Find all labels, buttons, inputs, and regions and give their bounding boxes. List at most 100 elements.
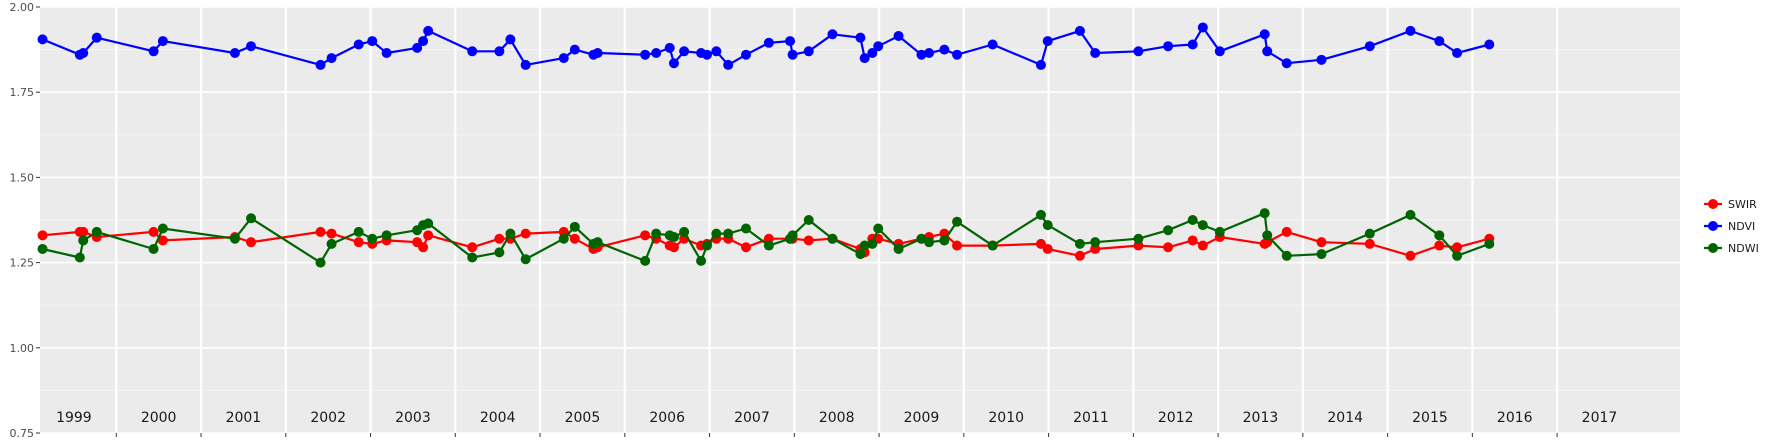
data-point-swir — [494, 233, 505, 244]
year-label-2006: 2006 — [649, 410, 685, 426]
data-point-ndwi — [78, 235, 89, 246]
data-point-ndwi — [74, 252, 85, 263]
data-point-ndvi — [37, 34, 48, 45]
data-point-ndwi — [787, 230, 798, 241]
year-label-2014: 2014 — [1327, 410, 1363, 426]
year-label-2016: 2016 — [1497, 410, 1533, 426]
data-point-ndvi — [1262, 46, 1273, 57]
data-point-ndwi — [763, 240, 774, 251]
data-point-swir — [326, 228, 337, 239]
year-label-2003: 2003 — [395, 410, 431, 426]
data-point-ndwi — [803, 215, 814, 225]
data-point-ndvi — [353, 39, 364, 50]
data-point-swir — [78, 226, 89, 237]
data-point-ndwi — [939, 235, 950, 246]
data-point-ndwi — [916, 233, 927, 244]
data-point-ndvi — [803, 46, 814, 57]
y-tick-label: 2.00 — [10, 1, 35, 14]
data-point-swir — [1163, 242, 1174, 253]
data-point-ndwi — [1042, 220, 1053, 231]
year-label-2010: 2010 — [988, 410, 1024, 426]
data-point-ndvi — [1364, 41, 1375, 52]
major-gridlines — [40, 6, 1680, 434]
data-point-swir — [467, 242, 478, 253]
year-label-2002: 2002 — [310, 410, 346, 426]
legend-label-swir: SWIR — [1728, 198, 1757, 211]
year-label-2004: 2004 — [480, 410, 516, 426]
data-point-swir — [353, 237, 364, 248]
data-point-ndvi — [916, 49, 927, 60]
data-point-swir — [1187, 235, 1198, 246]
data-point-ndwi — [229, 233, 240, 244]
data-point-ndwi — [326, 238, 337, 249]
data-point-ndwi — [723, 228, 734, 239]
data-point-ndvi — [952, 49, 963, 60]
data-point-ndvi — [664, 42, 675, 53]
data-point-ndwi — [423, 218, 434, 229]
year-label-2011: 2011 — [1073, 410, 1109, 426]
data-point-ndwi — [1259, 208, 1270, 219]
data-point-ndwi — [1074, 238, 1085, 249]
data-point-ndvi — [787, 49, 798, 60]
data-point-ndvi — [702, 49, 713, 60]
data-point-ndvi — [679, 46, 690, 57]
data-point-ndvi — [827, 29, 838, 40]
data-point-swir — [569, 233, 580, 244]
data-point-ndvi — [315, 59, 326, 70]
data-point-ndvi — [723, 59, 734, 70]
data-point-ndvi — [467, 46, 478, 57]
data-point-ndvi — [494, 46, 505, 57]
data-point-ndwi — [1434, 230, 1445, 241]
data-point-swir — [157, 235, 168, 246]
data-point-ndvi — [592, 48, 603, 59]
data-point-ndvi — [1074, 25, 1085, 36]
year-label-1999: 1999 — [56, 410, 92, 426]
minor-gridlines — [40, 49, 1680, 391]
data-point-ndvi — [1259, 29, 1270, 40]
data-point-ndwi — [1187, 215, 1198, 225]
data-point-ndwi — [467, 252, 478, 263]
data-point-ndwi — [381, 230, 392, 241]
data-point-ndwi — [702, 240, 713, 251]
data-point-ndvi — [1484, 39, 1495, 50]
year-label-2007: 2007 — [734, 410, 770, 426]
year-labels: 1999 2000 2001 2002 2003 2004 2005 2006 2007 2008… — [56, 410, 1617, 426]
data-point-ndwi — [924, 237, 935, 248]
legend-label-ndwi: NDWI — [1728, 242, 1759, 255]
data-point-ndwi — [711, 228, 722, 239]
data-point-swir — [1405, 250, 1416, 261]
year-label-2013: 2013 — [1243, 410, 1279, 426]
data-point-ndvi — [505, 34, 516, 45]
data-point-ndvi — [1405, 25, 1416, 36]
data-point-ndvi — [558, 53, 569, 64]
data-point-ndvi — [1090, 48, 1101, 59]
data-point-ndwi — [855, 249, 866, 260]
year-label-2017: 2017 — [1582, 410, 1618, 426]
data-point-ndvi — [1316, 54, 1327, 65]
legend-key-point-ndwi — [1708, 243, 1718, 253]
data-point-ndvi — [1133, 46, 1144, 57]
y-tick-label: 1.75 — [10, 86, 35, 99]
y-tick-label: 0.75 — [10, 427, 35, 440]
data-point-swir — [246, 237, 257, 248]
y-axis: 0.75 1.00 1.25 1.50 1.75 2.00 — [10, 1, 40, 440]
data-point-ndwi — [893, 243, 904, 254]
data-point-ndwi — [1163, 225, 1174, 236]
data-point-ndwi — [353, 226, 364, 237]
data-point-ndvi — [939, 44, 950, 55]
data-point-ndvi — [987, 39, 998, 50]
data-point-ndvi — [418, 36, 429, 47]
data-point-ndvi — [246, 41, 257, 52]
data-point-swir — [1281, 226, 1292, 237]
data-point-ndvi — [1187, 39, 1198, 50]
data-point-swir — [520, 228, 531, 239]
legend-key-point-swir — [1708, 199, 1718, 209]
data-point-swir — [1042, 243, 1053, 254]
data-point-ndwi — [494, 247, 505, 258]
data-point-ndvi — [1281, 58, 1292, 69]
data-point-ndvi — [91, 32, 102, 43]
data-point-ndwi — [367, 233, 378, 244]
data-point-swir — [952, 240, 963, 251]
data-point-ndwi — [696, 255, 707, 266]
